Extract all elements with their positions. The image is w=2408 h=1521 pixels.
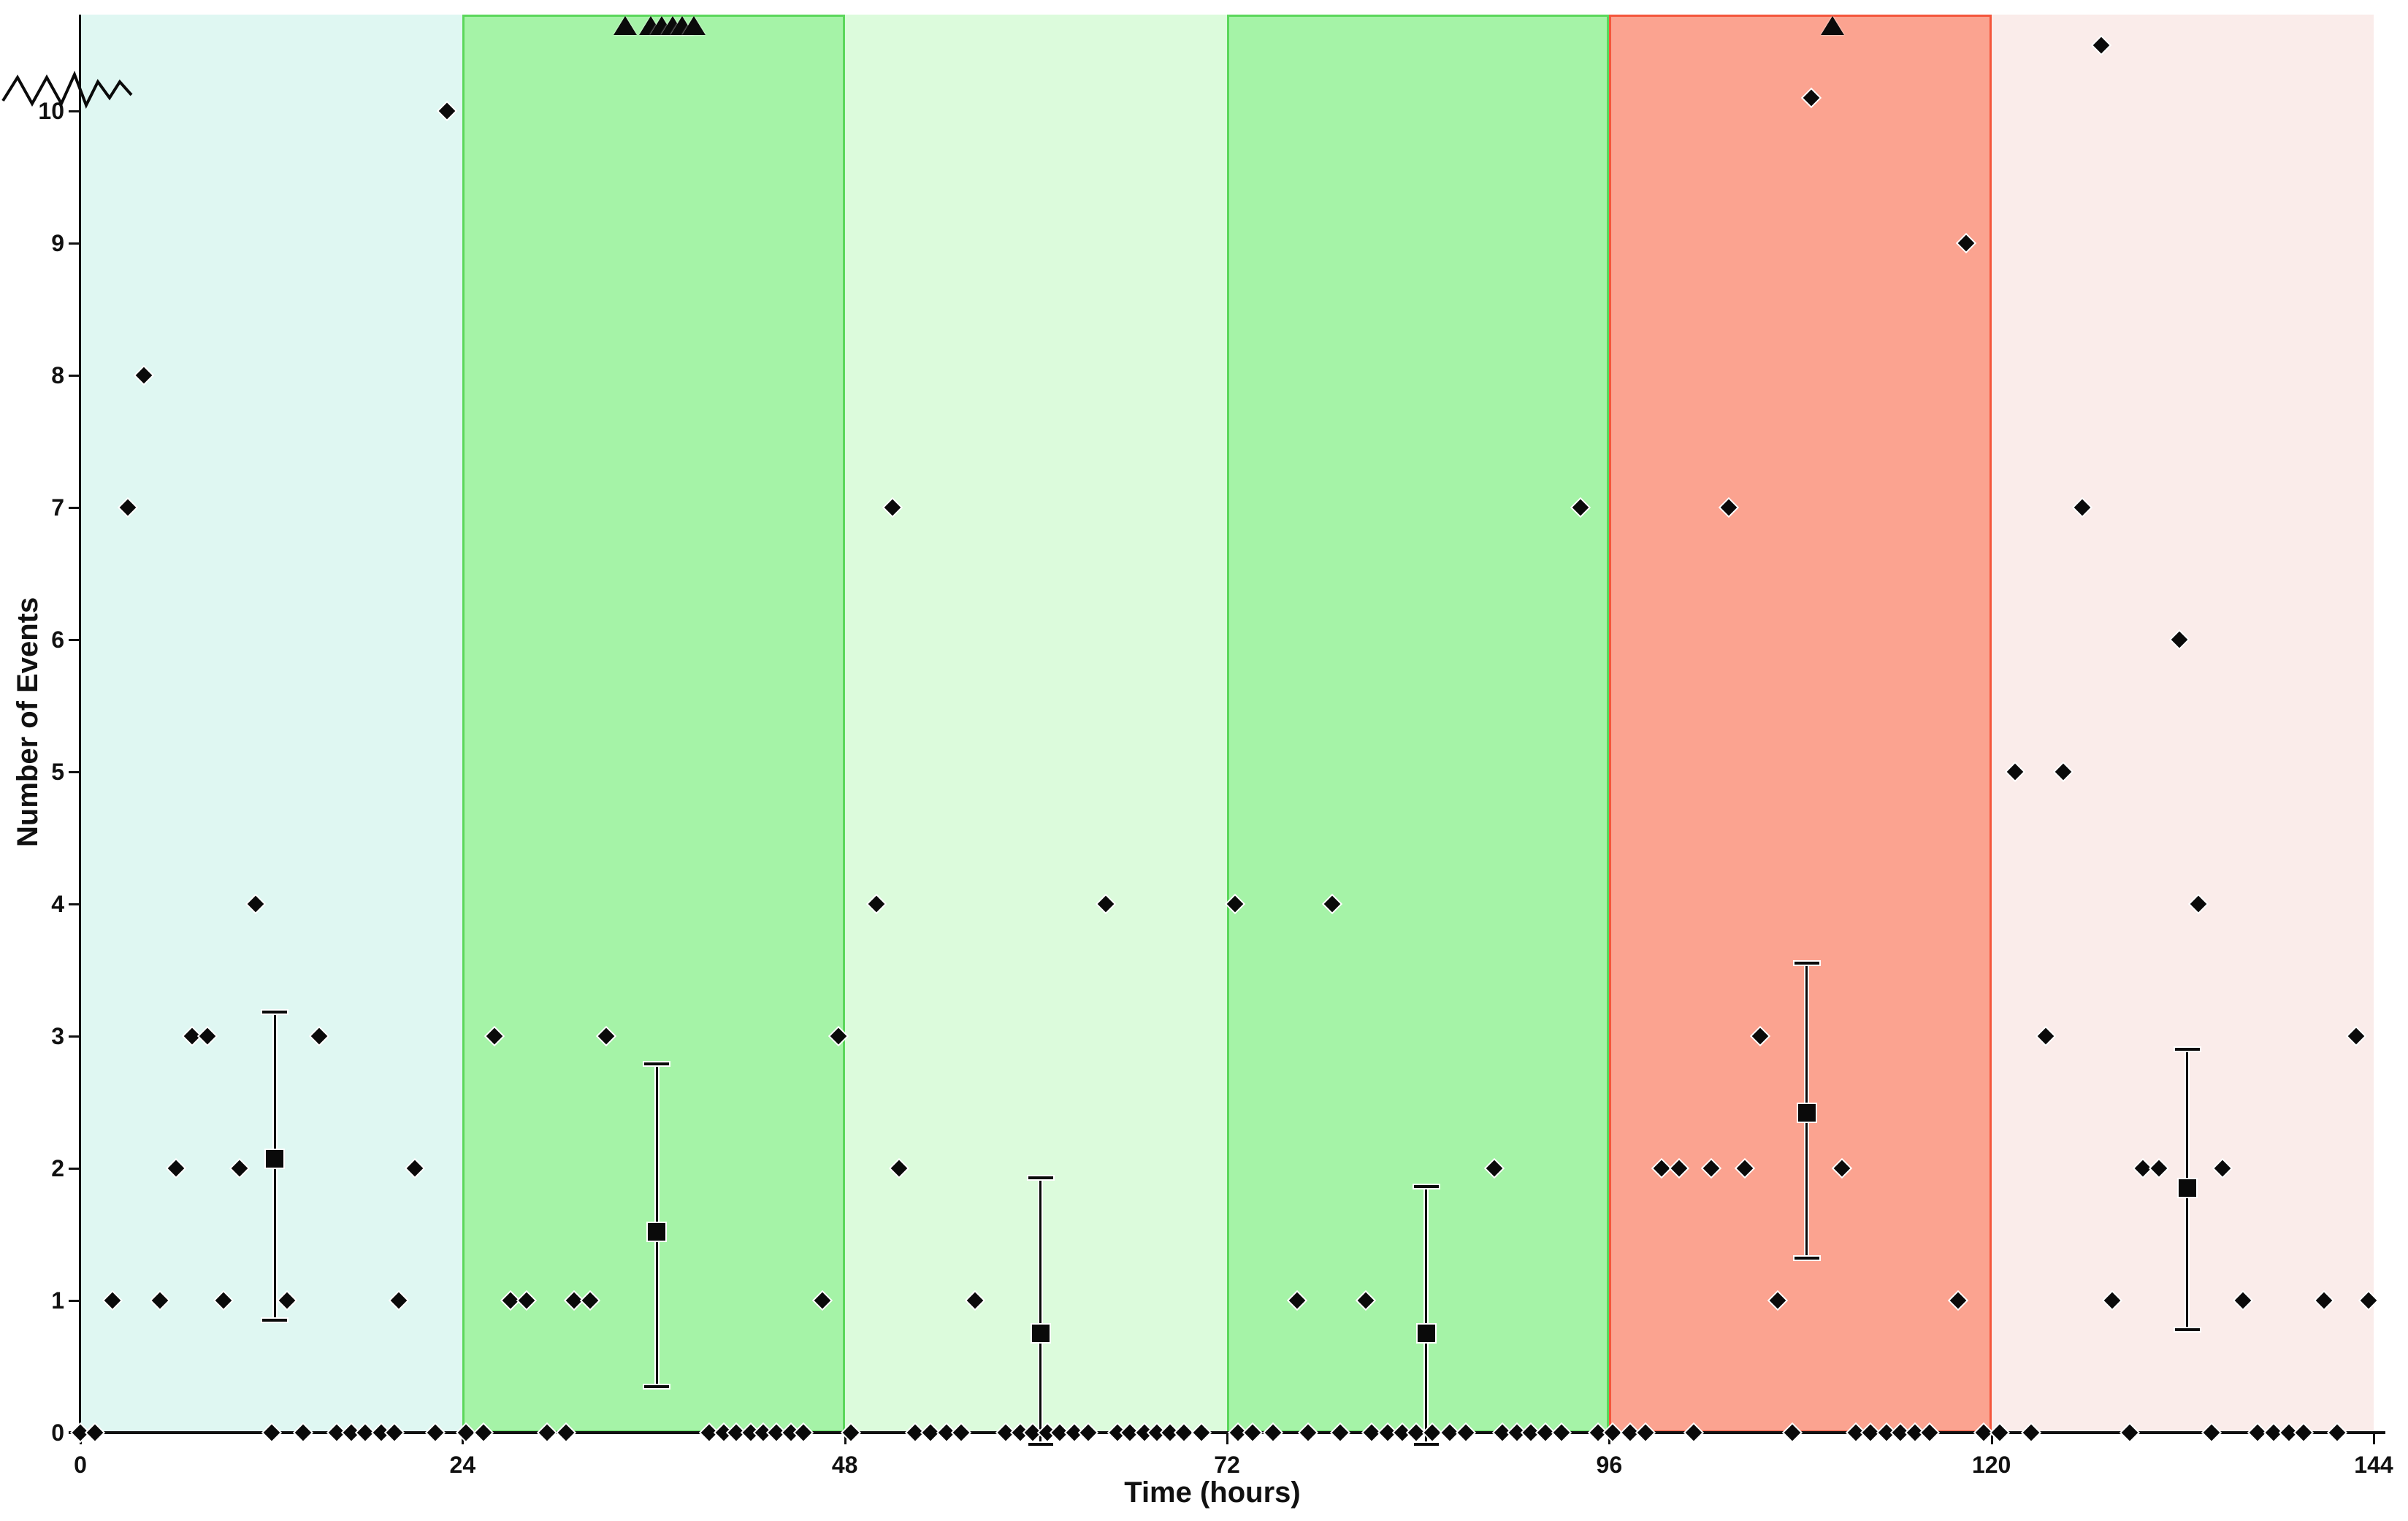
error-bar-cap-bottom — [1413, 1443, 1439, 1447]
error-bar-cap-top — [1794, 962, 1819, 965]
y-axis-line — [79, 15, 81, 1441]
y-tick — [69, 507, 79, 509]
error-bar-mean-square — [1031, 1325, 1050, 1343]
x-tick — [462, 1434, 465, 1444]
error-bar-cap-top — [1413, 1185, 1439, 1189]
x-tick-label: 120 — [1971, 1452, 2011, 1478]
x-tick-label: 96 — [1596, 1452, 1623, 1478]
error-bar-cap-bottom — [2174, 1327, 2200, 1331]
y-tick-label: 6 — [51, 627, 64, 653]
error-bar-cap-top — [262, 1011, 288, 1014]
error-bar-mean-square — [2178, 1179, 2196, 1198]
phase-band-6 — [1991, 15, 2374, 1433]
error-bar-cap-top — [644, 1062, 670, 1065]
x-tick-label: 72 — [1214, 1452, 1240, 1478]
y-tick — [69, 110, 79, 112]
y-tick-label: 2 — [51, 1155, 64, 1181]
y-tick-label: 4 — [51, 891, 64, 917]
error-bar-mean-square — [648, 1222, 666, 1241]
x-tick — [1226, 1434, 1228, 1444]
x-tick — [844, 1434, 846, 1444]
y-tick-label: 1 — [51, 1287, 64, 1314]
x-tick — [1990, 1434, 1993, 1444]
x-tick — [1608, 1434, 1611, 1444]
error-bar-line — [1425, 1187, 1428, 1445]
phase-band-3 — [844, 15, 1227, 1433]
x-tick — [2373, 1434, 2375, 1444]
offscale-triangle-marker — [1820, 16, 1844, 35]
phase-band-5 — [1609, 15, 1992, 1433]
phase-band-2 — [462, 15, 845, 1433]
error-bar-cap-top — [2174, 1048, 2200, 1051]
axis-break-zigzag — [1, 70, 133, 109]
phase-band-1 — [80, 15, 463, 1433]
y-tick — [69, 903, 79, 905]
error-bar-mean-square — [1797, 1103, 1816, 1122]
x-tick-label: 0 — [74, 1452, 87, 1478]
y-tick-label: 5 — [51, 759, 64, 785]
y-tick — [69, 375, 79, 377]
x-tick-label: 144 — [2354, 1452, 2393, 1478]
y-tick — [69, 639, 79, 641]
error-bar-cap-bottom — [1028, 1443, 1053, 1447]
error-bar-mean-square — [1417, 1325, 1435, 1343]
error-bar-mean-square — [266, 1150, 284, 1168]
x-tick-label: 48 — [831, 1452, 858, 1478]
error-bar-cap-top — [1028, 1176, 1053, 1179]
y-tick-label: 0 — [51, 1420, 64, 1446]
offscale-triangle-marker — [681, 16, 706, 35]
x-axis-line — [69, 1431, 2385, 1434]
y-tick-label: 3 — [51, 1023, 64, 1049]
offscale-triangle-marker — [613, 16, 637, 35]
y-tick — [69, 242, 79, 245]
x-tick-label: 24 — [449, 1452, 476, 1478]
phase-band-4 — [1227, 15, 1610, 1433]
x-axis-title: Time (hours) — [1124, 1476, 1301, 1509]
y-tick — [69, 1300, 79, 1302]
y-tick — [69, 1035, 79, 1038]
error-bar-cap-bottom — [644, 1384, 670, 1388]
y-tick-label: 8 — [51, 362, 64, 388]
y-tick — [69, 1168, 79, 1170]
y-tick — [69, 771, 79, 773]
y-tick-label: 9 — [51, 230, 64, 256]
error-bar-cap-bottom — [262, 1319, 288, 1322]
error-bar-line — [1039, 1177, 1042, 1445]
error-bar-cap-bottom — [1794, 1257, 1819, 1260]
y-tick-label: 7 — [51, 494, 64, 521]
y-axis-title: Number of Events — [12, 597, 44, 847]
